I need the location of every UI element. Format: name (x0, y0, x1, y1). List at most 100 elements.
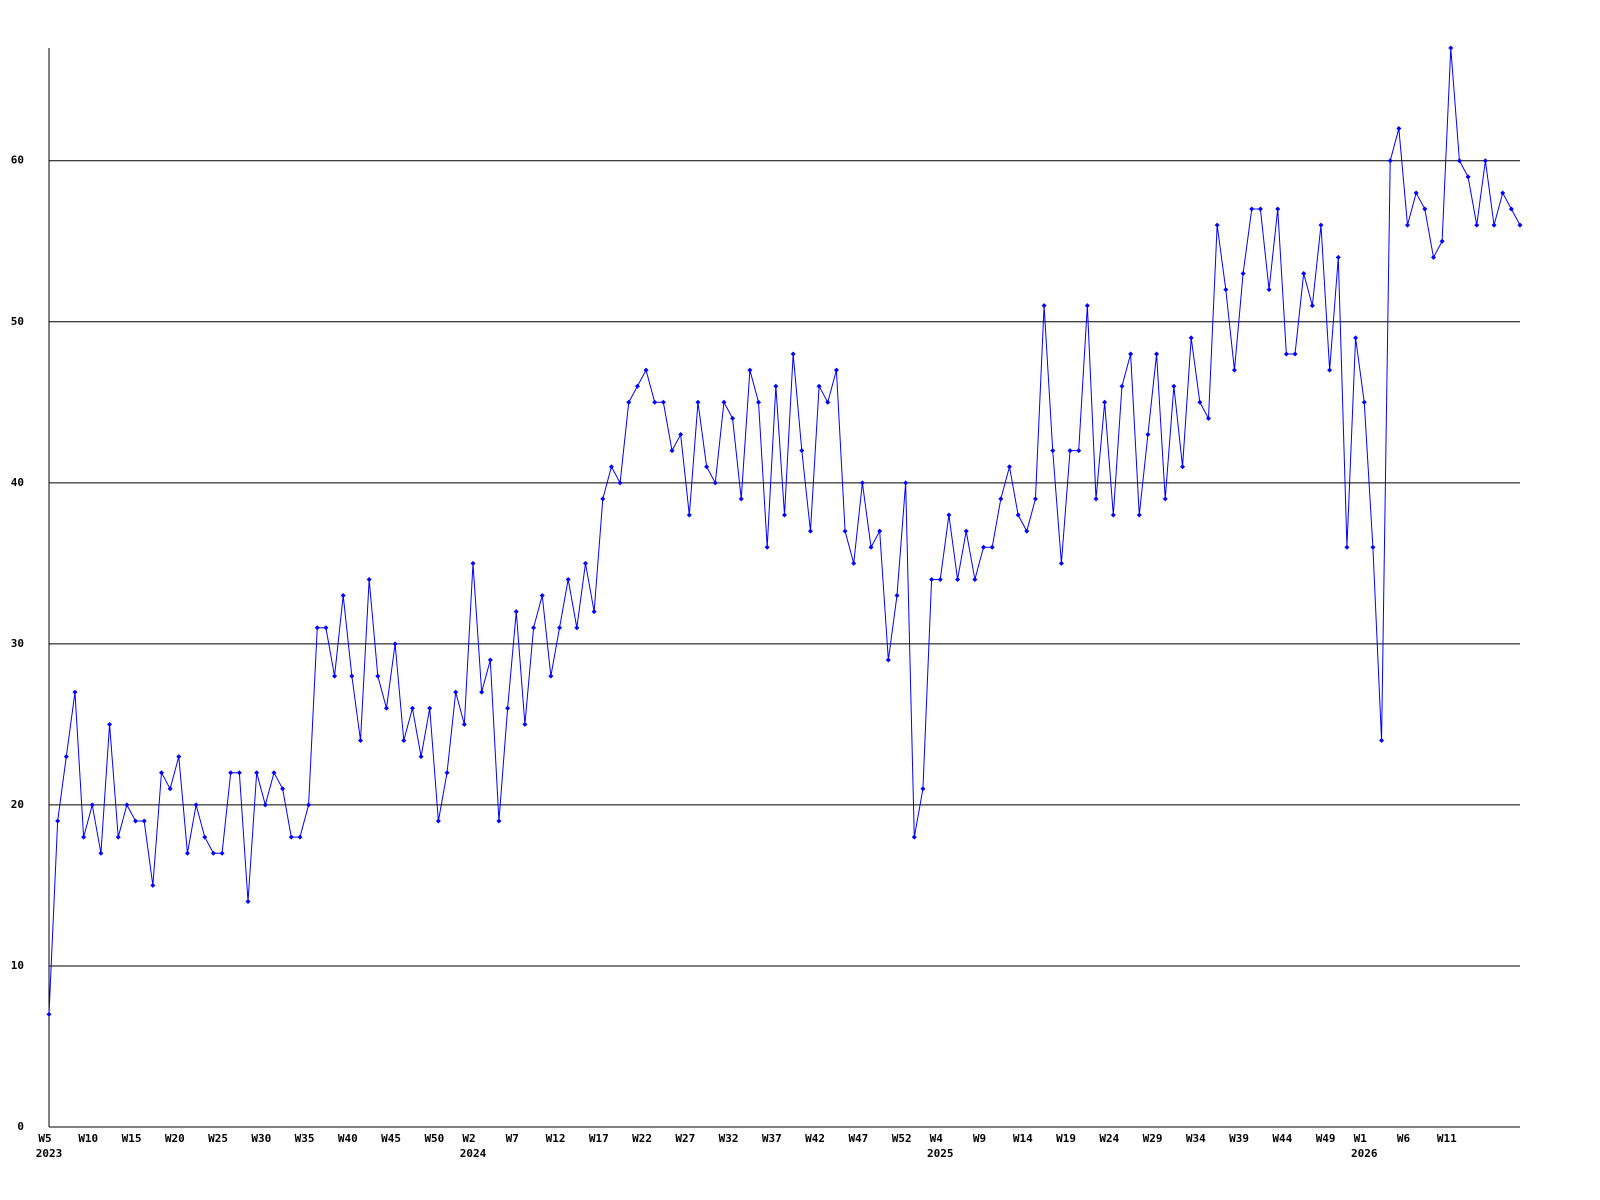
point-marker (730, 415, 736, 421)
y-tick-label: 0 (17, 1120, 24, 1133)
point-marker (807, 528, 813, 534)
point-marker (1119, 383, 1125, 389)
point-marker (1015, 512, 1021, 518)
point-marker (366, 576, 372, 582)
point-marker (582, 560, 588, 566)
x-tick-label: W22 (632, 1132, 652, 1145)
point-marker (1361, 399, 1367, 405)
x-tick-label: W52 (892, 1132, 912, 1145)
point-marker (401, 737, 407, 743)
point-marker (1084, 303, 1090, 309)
point-marker (643, 367, 649, 373)
point-marker (81, 834, 87, 840)
point-marker (1006, 464, 1012, 470)
point-marker (678, 432, 684, 438)
x-tick-label: W47 (848, 1132, 868, 1145)
point-marker (634, 383, 640, 389)
x-tick-label: W30 (251, 1132, 271, 1145)
point-marker (1379, 737, 1385, 743)
point-marker (998, 496, 1004, 502)
point-marker (236, 770, 242, 776)
point-marker (1301, 270, 1307, 276)
point-marker (210, 850, 216, 856)
x-year-label: 2024 (460, 1147, 487, 1160)
x-tick-label: W6 (1397, 1132, 1411, 1145)
x-tick-label: W7 (506, 1132, 519, 1145)
point-marker (228, 770, 234, 776)
point-marker (55, 818, 61, 824)
point-marker (799, 448, 805, 454)
x-tick-label: W42 (805, 1132, 825, 1145)
point-marker (981, 544, 987, 550)
point-marker (1249, 206, 1255, 212)
point-marker (1353, 335, 1359, 341)
point-marker (842, 528, 848, 534)
point-marker (444, 770, 450, 776)
x-year-label: 2025 (927, 1147, 954, 1160)
point-marker (461, 721, 467, 727)
point-marker (1335, 254, 1341, 260)
point-marker (306, 802, 312, 808)
point-marker (98, 850, 104, 856)
point-marker (539, 593, 545, 599)
point-marker (1456, 158, 1462, 164)
point-marker (1032, 496, 1038, 502)
point-marker (323, 625, 329, 631)
x-tick-label: W11 (1437, 1132, 1457, 1145)
point-marker (435, 818, 441, 824)
point-marker (392, 641, 398, 647)
point-marker (72, 689, 78, 695)
point-marker (1058, 560, 1064, 566)
point-marker (712, 480, 718, 486)
point-marker (989, 544, 995, 550)
x-tick-label: W40 (338, 1132, 358, 1145)
point-marker (1474, 222, 1480, 228)
point-marker (894, 593, 900, 599)
point-marker (1344, 544, 1350, 550)
point-marker (288, 834, 294, 840)
x-tick-label: W29 (1143, 1132, 1163, 1145)
y-tick-label: 60 (11, 154, 24, 167)
point-marker (955, 576, 961, 582)
point-marker (176, 754, 182, 760)
point-marker (254, 770, 260, 776)
point-marker (1110, 512, 1116, 518)
x-tick-label: W24 (1099, 1132, 1119, 1145)
point-marker (1136, 512, 1142, 518)
point-marker (1275, 206, 1281, 212)
point-marker (479, 689, 485, 695)
point-marker (107, 721, 113, 727)
point-marker (150, 882, 156, 888)
point-marker (1465, 174, 1471, 180)
point-marker (1128, 351, 1134, 357)
point-marker (1396, 126, 1402, 132)
point-marker (1413, 190, 1419, 196)
point-marker (790, 351, 796, 357)
point-marker (340, 593, 346, 599)
point-marker (487, 657, 493, 663)
point-marker (1257, 206, 1263, 212)
point-marker (600, 496, 606, 502)
point-marker (124, 802, 130, 808)
point-marker (565, 576, 571, 582)
point-marker (1500, 190, 1506, 196)
x-tick-label: W35 (295, 1132, 315, 1145)
point-marker (1508, 206, 1514, 212)
point-marker (903, 480, 909, 486)
point-marker (271, 770, 277, 776)
point-marker (877, 528, 883, 534)
x-tick-label: W2 (462, 1132, 475, 1145)
y-tick-label: 10 (11, 959, 24, 972)
x-tick-label: W14 (1013, 1132, 1033, 1145)
point-marker (505, 705, 511, 711)
point-marker (409, 705, 415, 711)
point-marker (1214, 222, 1220, 228)
x-tick-label: W15 (122, 1132, 142, 1145)
point-marker (1223, 287, 1229, 293)
point-marker (548, 673, 554, 679)
point-marker (531, 625, 537, 631)
point-marker (1283, 351, 1289, 357)
point-marker (1067, 448, 1073, 454)
point-marker (660, 399, 666, 405)
point-marker (314, 625, 320, 631)
